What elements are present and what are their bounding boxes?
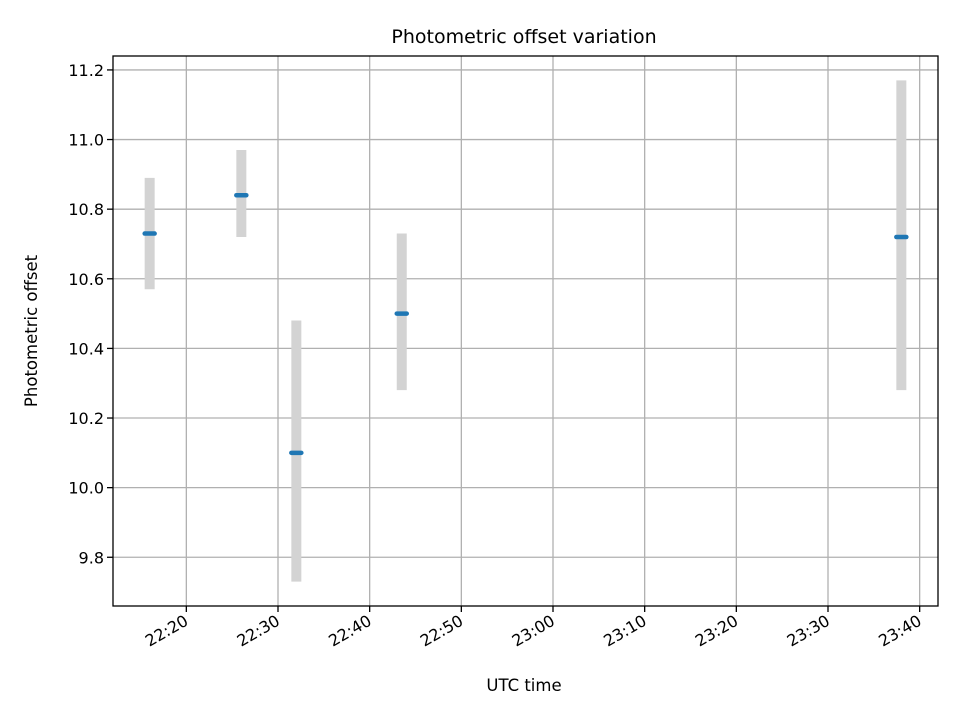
- y-tick-label: 11.0: [68, 131, 104, 150]
- y-tick-label: 10.4: [68, 339, 104, 358]
- x-axis-label: UTC time: [486, 676, 561, 695]
- y-tick-label: 10.0: [68, 479, 104, 498]
- y-tick-label: 9.8: [79, 548, 104, 567]
- y-tick-label: 10.2: [68, 409, 104, 428]
- y-tick-label: 10.6: [68, 270, 104, 289]
- y-tick-label: 11.2: [68, 61, 104, 80]
- y-tick-label: 10.8: [68, 200, 104, 219]
- y-axis-ticks: 9.8 10.0 10.2 10.4 10.6 10.8 11.0 11.2: [68, 61, 113, 567]
- grid: [113, 56, 938, 606]
- chart-title: Photometric offset variation: [391, 26, 656, 48]
- data-markers: [142, 192, 909, 456]
- plot-area-frame: [112, 55, 939, 607]
- y-axis-label: Photometric offset: [22, 254, 41, 407]
